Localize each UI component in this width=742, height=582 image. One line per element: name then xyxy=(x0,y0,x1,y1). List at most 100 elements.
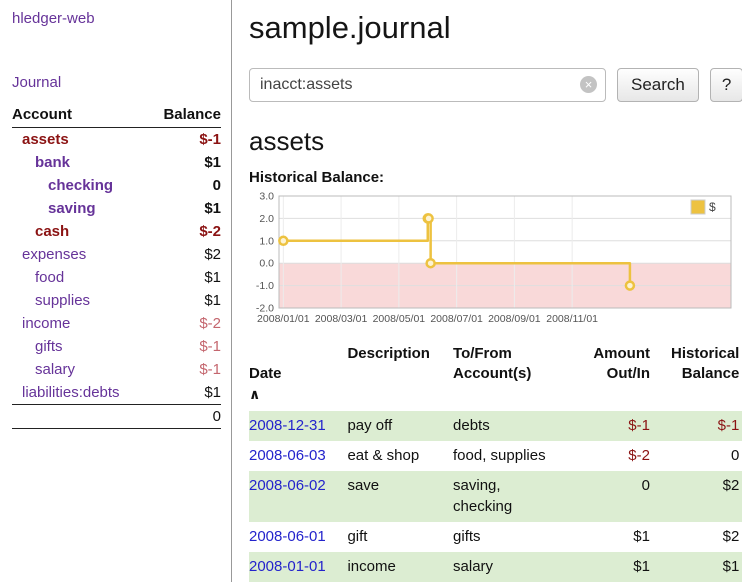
svg-text:3.0: 3.0 xyxy=(259,191,274,203)
account-section-heading: assets xyxy=(249,126,325,156)
sidebar-account-link[interactable]: food xyxy=(35,269,65,286)
account-row: supplies $1 xyxy=(12,289,221,312)
register-amount: $-1 xyxy=(628,416,650,434)
sidebar-account-link[interactable]: cash xyxy=(35,223,70,240)
register-header-accounts: To/From Account(s) xyxy=(453,345,532,383)
register-amount: 0 xyxy=(641,477,650,495)
page-title: sample.journal xyxy=(249,10,451,45)
svg-text:2008/05/01: 2008/05/01 xyxy=(373,313,426,325)
sidebar-account-balance: $1 xyxy=(204,384,221,401)
register-balance: $-1 xyxy=(717,416,740,434)
account-row: income $-2 xyxy=(12,312,221,335)
register-header-balance: Historical Balance xyxy=(670,345,740,383)
register-row: 2008-06-03 eat & shop food, supplies $-2 0 xyxy=(249,441,742,471)
help-button[interactable]: ? xyxy=(709,68,742,102)
register-date-cell: 2008-12-31 xyxy=(249,411,347,441)
sidebar-account-link[interactable]: salary xyxy=(35,361,76,378)
register-accounts: food, supplies xyxy=(453,447,546,464)
register-date-cell: 2008-06-01 xyxy=(249,522,347,552)
register-accounts: saving, checking xyxy=(453,477,513,515)
register-description: eat & shop xyxy=(347,447,420,464)
svg-text:2.0: 2.0 xyxy=(259,213,274,225)
register-date-cell: 2008-01-01 xyxy=(249,552,347,582)
svg-text:2008/07/01: 2008/07/01 xyxy=(430,313,483,325)
register-description: save xyxy=(347,477,380,495)
sidebar-account-link[interactable]: gifts xyxy=(35,338,63,355)
search-input[interactable] xyxy=(249,68,606,102)
register-row: 2008-12-31 pay off debts $-1 $-1 xyxy=(249,410,742,441)
sidebar-account-balance: $-1 xyxy=(199,361,221,378)
search-input-wrap: × xyxy=(249,68,606,102)
account-row: gifts $-1 xyxy=(12,335,221,358)
sidebar-account-balance: $-2 xyxy=(199,223,221,240)
account-row: liabilities:debts $1 xyxy=(12,381,221,405)
sidebar-account-link[interactable]: checking xyxy=(48,177,114,194)
accounts-header-account: Account xyxy=(12,106,149,128)
sidebar-account-balance: 0 xyxy=(212,177,221,194)
svg-text:-2.0: -2.0 xyxy=(256,303,274,315)
svg-text:-1.0: -1.0 xyxy=(256,280,274,292)
clear-search-icon[interactable]: × xyxy=(580,76,597,93)
transaction-date-link[interactable]: 2008-01-01 xyxy=(249,558,326,575)
sidebar-account-link[interactable]: bank xyxy=(35,154,71,171)
sidebar-account-link[interactable]: assets xyxy=(22,131,69,148)
app-home-link[interactable]: hledger-web xyxy=(12,10,95,27)
svg-text:2008/01/01: 2008/01/01 xyxy=(257,313,310,325)
sidebar-account-balance: $1 xyxy=(204,200,221,217)
register-accounts: gifts xyxy=(453,527,481,545)
search-button[interactable]: Search xyxy=(617,68,699,102)
register-balance: $2 xyxy=(722,527,740,545)
svg-text:0.0: 0.0 xyxy=(259,258,274,270)
account-row: assets $-1 xyxy=(12,128,221,152)
register-amount: $1 xyxy=(633,558,650,575)
transaction-date-link[interactable]: 2008-12-31 xyxy=(249,416,326,434)
register-date-cell: 2008-06-02 xyxy=(249,471,347,522)
transaction-date-link[interactable]: 2008-06-01 xyxy=(249,527,326,545)
sidebar-account-balance: $1 xyxy=(204,269,221,286)
accounts-header-balance: Balance xyxy=(148,106,221,128)
account-row: salary $-1 xyxy=(12,358,221,381)
register-table: Date ∧ Description To/From Account(s) Am… xyxy=(249,342,742,582)
account-row: saving $1 xyxy=(12,197,221,220)
register-header-date[interactable]: Date ∧ xyxy=(249,365,282,402)
register-description: gift xyxy=(347,527,368,545)
search-bar: × Search ? xyxy=(249,68,742,102)
sidebar-account-balance: $1 xyxy=(204,154,221,171)
account-row: bank $1 xyxy=(12,151,221,174)
sidebar-account-link[interactable]: expenses xyxy=(22,246,87,263)
register-header-description: Description xyxy=(347,345,430,362)
register-amount: $1 xyxy=(633,527,650,545)
svg-text:$: $ xyxy=(709,200,716,214)
register-row: 2008-01-01 income salary $1 $1 xyxy=(249,552,742,582)
accounts-header-row: Account Balance xyxy=(12,106,221,128)
sidebar-account-balance: $1 xyxy=(204,292,221,309)
sidebar-account-link[interactable]: liabilities:debts xyxy=(22,384,120,401)
accounts-table: Account Balance assets $-1 bank $1 checking 0… xyxy=(12,106,221,429)
transaction-date-link[interactable]: 2008-06-03 xyxy=(249,447,326,464)
sort-asc-icon: ∧ xyxy=(249,385,261,402)
main-content: sample.journal × Search ? assets Histori… xyxy=(232,0,742,582)
transaction-date-link[interactable]: 2008-06-02 xyxy=(249,477,326,495)
sidebar-account-balance: $2 xyxy=(204,246,221,263)
register-balance: $2 xyxy=(722,477,740,495)
sidebar-account-balance: $-1 xyxy=(199,131,221,148)
sidebar-account-link[interactable]: saving xyxy=(48,200,96,217)
journal-link[interactable]: Journal xyxy=(12,74,62,91)
register-balance: 0 xyxy=(731,447,740,464)
svg-text:2008/11/01: 2008/11/01 xyxy=(546,313,598,325)
register-accounts: salary xyxy=(453,558,494,575)
register-amount: $-2 xyxy=(628,447,650,464)
register-description: pay off xyxy=(347,416,393,434)
account-row: cash $-2 xyxy=(12,220,221,243)
chart-title: Historical Balance: xyxy=(249,169,385,186)
register-header-row: Date ∧ Description To/From Account(s) Am… xyxy=(249,342,742,411)
sidebar-account-balance: $-1 xyxy=(199,338,221,355)
svg-text:1.0: 1.0 xyxy=(259,235,274,247)
register-date-cell: 2008-06-03 xyxy=(249,441,347,471)
sidebar-account-link[interactable]: supplies xyxy=(35,292,91,309)
register-header-amount: Amount Out/In xyxy=(593,345,650,383)
sidebar-account-link[interactable]: income xyxy=(22,315,71,332)
account-row: food $1 xyxy=(12,266,221,289)
